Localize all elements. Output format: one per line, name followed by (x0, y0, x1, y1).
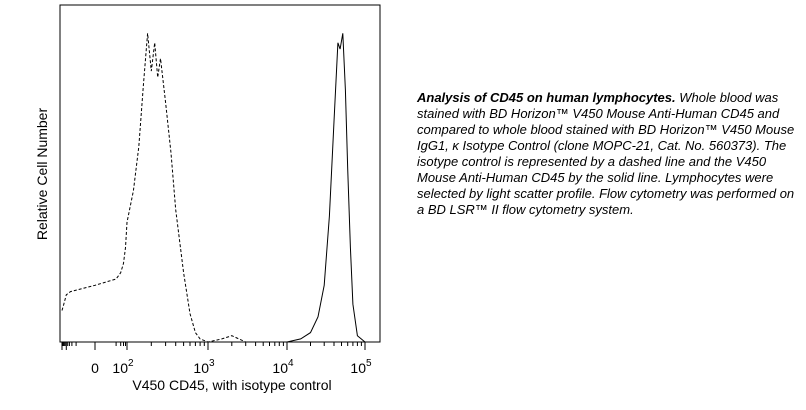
x-tick-label: 104 (272, 358, 294, 376)
x-tick-label: 105 (350, 358, 372, 376)
series-layer (61, 33, 366, 343)
x-tick-label: 103 (193, 358, 215, 376)
x-tick-label: 102 (112, 358, 134, 376)
x-tick-labels: 0 102 103 104 105 (91, 358, 372, 376)
x-tick-marks (61, 342, 366, 350)
figure-caption: Analysis of CD45 on human lymphocytes. W… (417, 90, 797, 218)
series-isotype-dashed-line (61, 33, 365, 343)
caption-body: Whole blood was stained with BD Horizon™… (417, 90, 795, 217)
x-axis-title: V450 CD45, with isotype control (132, 377, 331, 393)
y-axis-title: Relative Cell Number (34, 108, 50, 241)
caption-title: Analysis of CD45 on human lymphocytes. (417, 90, 676, 105)
series-cd45-solid-line (62, 33, 366, 343)
plot-frame (59, 4, 381, 343)
x-tick-label: 0 (91, 360, 99, 376)
